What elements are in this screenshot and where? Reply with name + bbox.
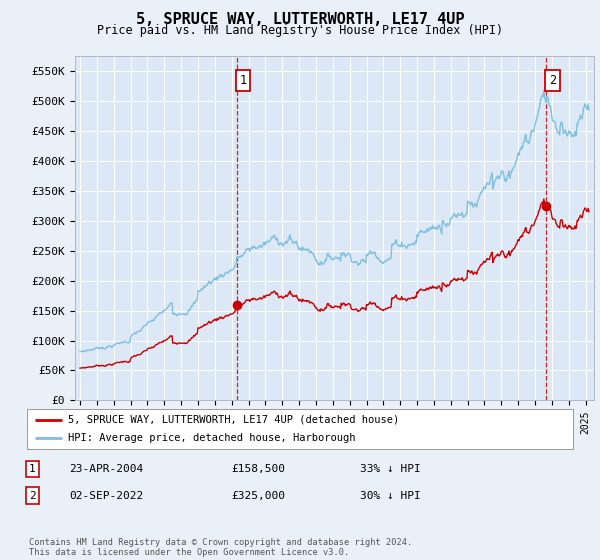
Text: HPI: Average price, detached house, Harborough: HPI: Average price, detached house, Harb… (68, 433, 355, 443)
Text: £158,500: £158,500 (231, 464, 285, 474)
Text: Price paid vs. HM Land Registry's House Price Index (HPI): Price paid vs. HM Land Registry's House … (97, 24, 503, 36)
Text: 33% ↓ HPI: 33% ↓ HPI (360, 464, 421, 474)
Text: 2: 2 (549, 74, 556, 87)
Text: 5, SPRUCE WAY, LUTTERWORTH, LE17 4UP (detached house): 5, SPRUCE WAY, LUTTERWORTH, LE17 4UP (de… (68, 415, 399, 424)
Text: 23-APR-2004: 23-APR-2004 (69, 464, 143, 474)
Text: 5, SPRUCE WAY, LUTTERWORTH, LE17 4UP: 5, SPRUCE WAY, LUTTERWORTH, LE17 4UP (136, 12, 464, 27)
Text: 1: 1 (29, 464, 35, 474)
Text: £325,000: £325,000 (231, 491, 285, 501)
Text: 2: 2 (29, 491, 35, 501)
Text: 1: 1 (239, 74, 247, 87)
Text: Contains HM Land Registry data © Crown copyright and database right 2024.
This d: Contains HM Land Registry data © Crown c… (29, 538, 412, 557)
Text: 30% ↓ HPI: 30% ↓ HPI (360, 491, 421, 501)
Text: 02-SEP-2022: 02-SEP-2022 (69, 491, 143, 501)
